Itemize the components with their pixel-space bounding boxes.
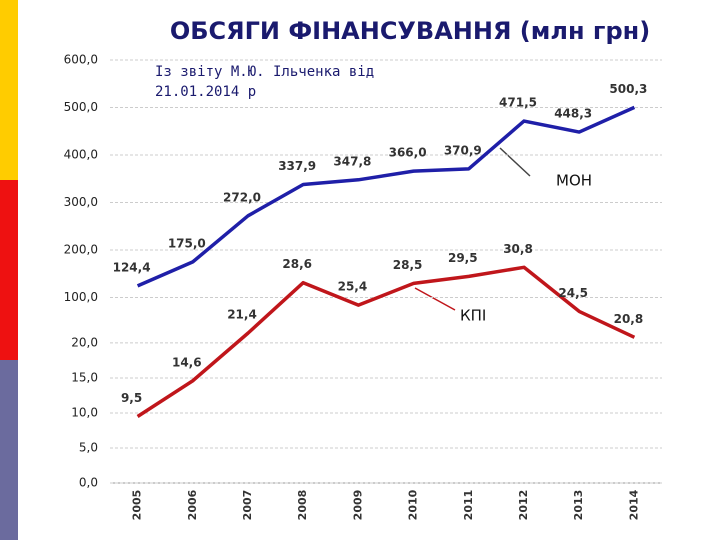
x-tick-label: 2008 — [296, 490, 309, 521]
data-label: 448,3 — [554, 107, 592, 121]
y-tick-label: 600,0 — [64, 53, 98, 67]
data-label: 25,4 — [338, 280, 368, 294]
y-tick-label: 0,0 — [79, 476, 98, 490]
data-label: 21,4 — [227, 308, 257, 322]
x-tick-label: 2014 — [627, 489, 640, 520]
y-tick-label: 300,0 — [64, 195, 98, 209]
x-tick-label: 2013 — [572, 490, 585, 521]
data-label: 471,5 — [499, 96, 537, 110]
annotation-box: Із звіту М.Ю. Ільченка від 21.01.2014 р — [155, 64, 375, 100]
data-label: 14,6 — [172, 355, 202, 369]
y-tick-label: 500,0 — [64, 100, 98, 114]
y-tick-label: 200,0 — [64, 243, 98, 257]
data-label: 500,3 — [609, 82, 647, 96]
series-label: КПІ — [460, 307, 486, 325]
data-label: 20,8 — [614, 312, 644, 326]
chart-title: ОБСЯГИ ФІНАНСУВАННЯ (млн грн) — [170, 17, 650, 45]
strip — [0, 0, 18, 180]
y-tick-label: 20,0 — [71, 335, 98, 349]
x-tick-label: 2012 — [517, 490, 530, 521]
pointer — [499, 147, 531, 177]
y-tick-label: 400,0 — [64, 148, 98, 162]
line — [136, 105, 636, 288]
data-label: 30,8 — [503, 242, 533, 256]
x-tick-label: 2011 — [462, 490, 475, 521]
line — [136, 265, 636, 418]
y-tick-label: 15,0 — [71, 370, 98, 384]
strip — [0, 180, 18, 360]
data-label: 24,5 — [558, 286, 588, 300]
x-tick-label: 2006 — [186, 489, 199, 520]
strip — [0, 360, 18, 540]
data-label: 370,9 — [444, 143, 482, 157]
data-label: 272,0 — [223, 190, 261, 204]
data-label: 28,6 — [282, 257, 312, 271]
x-tick-label: 2005 — [131, 490, 144, 521]
data-label: 175,0 — [168, 236, 206, 250]
x-tick-label: 2009 — [351, 490, 364, 521]
annotation: Із звіту М.Ю. Ільченка від 21.01.2014 р — [155, 64, 375, 100]
pointer — [414, 287, 456, 311]
data-label: 9,5 — [121, 391, 142, 405]
x-tick-label: 2007 — [241, 490, 254, 521]
series-label: МОН — [556, 172, 592, 190]
data-label: 29,5 — [448, 251, 478, 265]
y-tick-label: 5,0 — [79, 440, 98, 454]
data-label: 124,4 — [113, 260, 151, 274]
data-label: 347,8 — [333, 154, 371, 168]
y-tick-label: 100,0 — [64, 290, 98, 304]
x-tick-label: 2010 — [407, 489, 420, 520]
data-label: 28,5 — [393, 258, 423, 272]
data-label: 337,9 — [278, 159, 316, 173]
y-tick-label: 10,0 — [71, 405, 98, 419]
data-label: 366,0 — [389, 146, 427, 160]
